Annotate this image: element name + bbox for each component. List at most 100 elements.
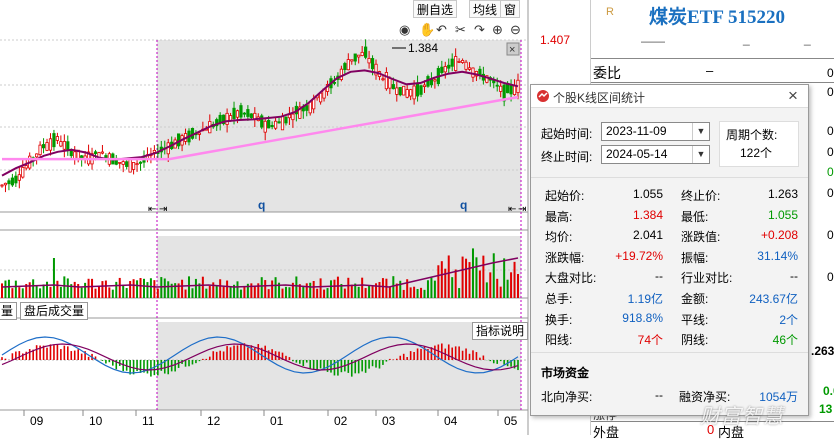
candle-body <box>233 108 235 118</box>
volume-bar <box>306 283 308 298</box>
volume-bar <box>236 281 238 298</box>
start-date-picker[interactable]: 2023-11-09 ▼ <box>601 122 710 141</box>
dialog-separator <box>531 352 808 353</box>
delete-watchlist-button[interactable]: 删自选 <box>413 0 457 18</box>
macd-bar <box>185 360 187 367</box>
stat-value: 31.14% <box>736 249 798 263</box>
candle-body <box>347 60 349 70</box>
chevron-down-icon[interactable]: ▼ <box>692 146 709 163</box>
volume-bar <box>285 287 287 298</box>
volume-bar <box>88 279 90 298</box>
cut-icon[interactable]: ✂ <box>455 22 466 37</box>
macd-bar <box>458 346 460 360</box>
volume-bar <box>143 279 145 298</box>
volume-bar <box>472 248 474 298</box>
macd-bar <box>299 360 301 364</box>
macd-bar <box>348 360 350 373</box>
volume-bar <box>108 287 110 298</box>
range-handle: ⇤ <box>148 204 156 215</box>
candle-body <box>354 54 356 61</box>
candle-body <box>465 62 467 69</box>
volume-bar <box>164 278 166 298</box>
volume-bar <box>327 288 329 298</box>
redo-icon[interactable]: ↷ <box>474 22 485 37</box>
undo-icon[interactable]: ↶ <box>436 22 447 37</box>
quote-title: 煤炭ETF 515220 <box>649 2 785 29</box>
volume-bar <box>389 287 391 298</box>
macd-bar <box>406 357 408 360</box>
volume-bar <box>288 287 290 298</box>
ma-button[interactable]: 均线 <box>469 0 501 18</box>
chevron-down-icon[interactable]: ▼ <box>692 123 709 140</box>
volume-bar <box>462 257 464 298</box>
stat-value: 74个 <box>613 331 663 348</box>
volume-bar <box>358 287 360 298</box>
macd-bar <box>192 360 194 364</box>
volume-bar <box>219 279 221 298</box>
volume-bar <box>309 283 311 298</box>
volume-bar <box>188 276 190 298</box>
volume-bar <box>56 281 58 298</box>
after-hours-volume-tab[interactable]: 盘后成交量 <box>20 302 88 320</box>
volume-bar <box>500 287 502 298</box>
side-value-5: 0 <box>827 165 834 179</box>
macd-bar <box>219 351 221 360</box>
volume-bar <box>479 271 481 298</box>
candle-body <box>25 166 27 168</box>
volume-bar <box>420 288 422 298</box>
volume-bar <box>489 272 491 298</box>
watermark-text: 财富智慧 <box>700 400 784 429</box>
macd-bar <box>500 360 502 361</box>
macd-bar <box>462 351 464 360</box>
end-date-picker[interactable]: 2024-05-14 ▼ <box>601 145 710 164</box>
zoom-in-icon[interactable]: ⊕ <box>492 22 503 37</box>
macd-bar <box>109 360 111 362</box>
candle-body <box>371 58 373 68</box>
candle-body <box>132 162 134 169</box>
volume-bar <box>153 280 155 298</box>
candle-body <box>278 122 280 123</box>
volume-bar <box>43 284 45 298</box>
candle-body <box>451 59 453 66</box>
candle-body <box>264 121 266 132</box>
x-tick-label: 03 <box>382 414 396 428</box>
volume-bar <box>361 278 363 298</box>
volume-tab[interactable]: 量 <box>0 302 17 320</box>
volume-bar <box>36 286 38 298</box>
stock-logo-icon <box>536 89 550 103</box>
volume-bar <box>60 287 62 298</box>
volume-bar <box>181 280 183 298</box>
macd-bar <box>302 360 304 366</box>
candle-body <box>385 72 387 88</box>
volume-bar <box>378 282 380 298</box>
indicator-description-button[interactable]: 指标说明 <box>472 322 528 340</box>
macd-bar <box>396 359 398 360</box>
hand-icon[interactable]: ✋ <box>419 22 435 37</box>
range-stats-dialog[interactable]: 个股K线区间统计 × 起始时间: 2023-11-09 ▼ 终止时间: 2024… <box>530 84 809 416</box>
side-value-13: 13 <box>819 402 832 416</box>
dialog-close-button[interactable]: × <box>788 86 798 106</box>
candle-body <box>454 57 456 71</box>
macd-bar <box>226 346 228 360</box>
zoom-out-icon[interactable]: ⊖ <box>510 22 521 37</box>
stat-value: 1.055 <box>736 208 798 222</box>
candle-body <box>129 158 131 172</box>
candle-body <box>267 120 269 128</box>
volume-bar <box>226 281 228 298</box>
volume-bar <box>434 281 436 298</box>
eye-icon[interactable]: ◉ <box>399 22 410 37</box>
volume-bar <box>423 290 425 298</box>
volume-bar <box>191 288 193 298</box>
stat-label: 平线: <box>681 311 708 328</box>
side-value-3: 0 <box>827 124 834 138</box>
volume-bar <box>320 278 322 298</box>
window-button[interactable]: 窗 <box>500 0 520 18</box>
dialog-titlebar[interactable]: 个股K线区间统计 × <box>531 85 808 108</box>
volume-bar <box>32 279 34 298</box>
macd-bar <box>19 351 21 360</box>
stat-value: 46个 <box>736 331 798 348</box>
candle-body <box>22 167 24 177</box>
stat-label: 最高: <box>545 208 572 225</box>
